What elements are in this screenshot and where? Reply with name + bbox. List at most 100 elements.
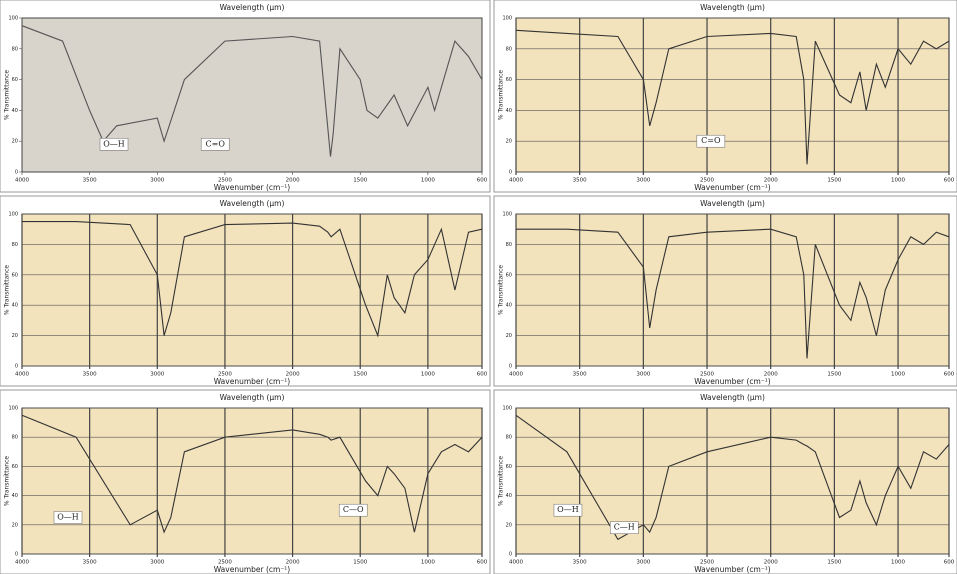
plot-area (22, 408, 482, 554)
x-tick-label: 600 (477, 560, 488, 566)
y-tick-label: 100 (502, 406, 512, 412)
annotation: O—H (557, 505, 579, 514)
x-tick-label: 3000 (636, 178, 650, 184)
y-tick-label: 60 (506, 77, 512, 83)
x-tick-label: 1000 (891, 560, 905, 566)
x-tick-label: 3500 (83, 372, 97, 378)
axis-title: Wavelength (µm) (220, 393, 285, 402)
x-tick-label: 1500 (827, 372, 841, 378)
annotation: C=O (701, 136, 721, 145)
x-tick-label: 4000 (509, 560, 523, 566)
y-tick-label: 0 (509, 364, 512, 370)
x-tick-label: 1500 (827, 178, 841, 184)
y-tick-label: 20 (12, 139, 18, 145)
y-axis-label: % Transmittance (4, 70, 11, 120)
x-tick-label: 600 (944, 560, 955, 566)
y-tick-label: 60 (506, 464, 512, 470)
y-tick-label: 20 (506, 522, 512, 528)
x-tick-label: 600 (477, 372, 488, 378)
y-tick-label: 0 (509, 552, 512, 558)
x-tick-label: 4000 (509, 372, 523, 378)
annotation: O—H (57, 513, 79, 522)
y-tick-label: 0 (509, 170, 512, 176)
plot-area (516, 408, 949, 554)
y-tick-label: 0 (15, 364, 18, 370)
plot-area (516, 214, 949, 366)
y-tick-label: 100 (8, 212, 18, 218)
x-tick-label: 4000 (15, 178, 29, 184)
plot-area (22, 214, 482, 366)
x-tick-label: 1000 (421, 372, 435, 378)
y-tick-label: 100 (8, 406, 18, 412)
spectrum-panel: 0204060801004000350030002500200015001000… (0, 0, 490, 192)
x-tick-label: 1000 (891, 372, 905, 378)
x-tick-label: 3000 (150, 178, 164, 184)
y-tick-label: 40 (12, 493, 18, 499)
y-tick-label: 80 (12, 435, 18, 441)
y-tick-label: 100 (502, 212, 512, 218)
y-tick-label: 60 (12, 272, 18, 278)
x-tick-label: 1000 (421, 560, 435, 566)
x-tick-label: 1500 (353, 372, 367, 378)
plot-area (516, 18, 949, 172)
x-tick-label: 3500 (83, 178, 97, 184)
y-axis-label: % Transmittance (498, 70, 505, 120)
y-tick-label: 20 (506, 139, 512, 145)
y-tick-label: 80 (12, 46, 18, 52)
x-tick-label: 1000 (891, 178, 905, 184)
x-axis-label: Wavenumber (cm⁻¹) (694, 377, 771, 386)
x-tick-label: 4000 (15, 560, 29, 566)
x-tick-label: 3000 (150, 372, 164, 378)
x-axis-label: Wavenumber (cm⁻¹) (214, 377, 291, 386)
y-tick-label: 40 (506, 303, 512, 309)
x-tick-label: 600 (944, 372, 955, 378)
x-tick-label: 3000 (636, 372, 650, 378)
x-tick-label: 600 (944, 178, 955, 184)
y-tick-label: 0 (15, 170, 18, 176)
y-tick-label: 40 (506, 493, 512, 499)
axis-title: Wavelength (µm) (700, 393, 765, 402)
y-tick-label: 80 (506, 46, 512, 52)
y-tick-label: 20 (506, 333, 512, 339)
axis-title: Wavelength (µm) (220, 3, 285, 12)
x-tick-label: 600 (477, 178, 488, 184)
x-axis-label: Wavenumber (cm⁻¹) (214, 183, 291, 192)
x-tick-label: 3000 (636, 560, 650, 566)
spectrum-panel: 0204060801004000350030002500200015001000… (494, 390, 957, 574)
x-tick-label: 3000 (150, 560, 164, 566)
y-tick-label: 100 (502, 16, 512, 22)
annotation: C—H (614, 523, 635, 532)
y-tick-label: 80 (506, 435, 512, 441)
y-tick-label: 20 (12, 522, 18, 528)
x-tick-label: 1500 (827, 560, 841, 566)
annotation: O—H (103, 139, 125, 148)
y-tick-label: 80 (12, 242, 18, 248)
x-axis-label: Wavenumber (cm⁻¹) (214, 565, 291, 574)
x-axis-label: Wavenumber (cm⁻¹) (694, 183, 771, 192)
y-tick-label: 60 (12, 77, 18, 83)
x-tick-label: 3500 (573, 178, 587, 184)
axis-title: Wavelength (µm) (700, 199, 765, 208)
x-axis-label: Wavenumber (cm⁻¹) (694, 565, 771, 574)
y-tick-label: 60 (506, 272, 512, 278)
y-tick-label: 80 (506, 242, 512, 248)
annotation: C=O (206, 139, 226, 148)
y-tick-label: 0 (15, 552, 18, 558)
x-tick-label: 4000 (509, 178, 523, 184)
x-tick-label: 3500 (573, 560, 587, 566)
axis-title: Wavelength (µm) (700, 3, 765, 12)
y-tick-label: 60 (12, 464, 18, 470)
y-axis-label: % Transmittance (4, 265, 11, 315)
y-tick-label: 100 (8, 16, 18, 22)
spectra-collage: 0204060801004000350030002500200015001000… (0, 0, 957, 574)
y-axis-label: % Transmittance (498, 265, 505, 315)
y-axis-label: % Transmittance (498, 456, 505, 506)
y-tick-label: 40 (506, 108, 512, 114)
x-tick-label: 1500 (353, 178, 367, 184)
x-tick-label: 1000 (421, 178, 435, 184)
x-tick-label: 4000 (15, 372, 29, 378)
